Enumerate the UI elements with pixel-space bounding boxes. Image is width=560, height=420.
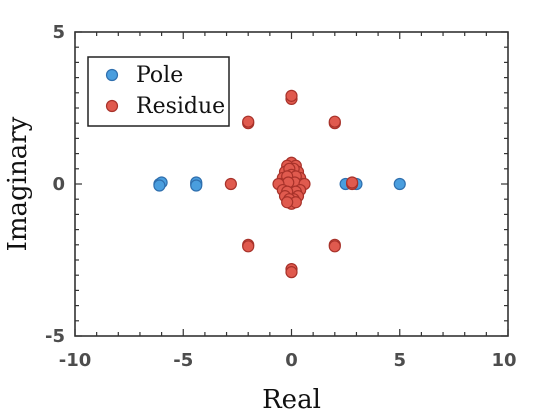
pole-point — [153, 179, 166, 192]
x-axis-title: Real — [262, 385, 321, 415]
x-tick-label: 10 — [491, 350, 516, 371]
legend-label-pole: Pole — [136, 63, 183, 88]
residue-point — [224, 177, 237, 191]
points-layer — [153, 89, 406, 279]
legend-box — [87, 56, 230, 127]
tick-labels-layer: -10 -5 0 5 10 -5 0 5 — [45, 22, 517, 371]
y-tick-label: -5 — [45, 326, 65, 347]
x-tick-label: -10 — [59, 350, 92, 371]
x-tick-label: 5 — [393, 350, 406, 371]
pole-point — [190, 179, 203, 192]
residue-point — [242, 240, 255, 253]
legend-marker-pole — [105, 68, 119, 82]
residue-point — [328, 240, 341, 253]
y-axis-title: Imaginary — [3, 116, 33, 251]
residue-point — [285, 266, 298, 279]
residue-point — [328, 115, 341, 128]
x-tick-label: 0 — [285, 350, 298, 371]
residue-point — [285, 89, 298, 102]
legend-marker-residue — [105, 99, 119, 113]
ticks-layer — [74, 31, 509, 337]
pole-point — [393, 177, 406, 191]
residue-point — [281, 196, 294, 209]
residue-point — [242, 115, 255, 128]
residue-point — [346, 176, 359, 189]
y-tick-label: 0 — [52, 174, 65, 195]
legend: Pole Residue — [87, 56, 230, 127]
legend-label-residue: Residue — [136, 94, 225, 119]
x-tick-label: -5 — [173, 350, 193, 371]
y-tick-label: 5 — [52, 22, 65, 43]
